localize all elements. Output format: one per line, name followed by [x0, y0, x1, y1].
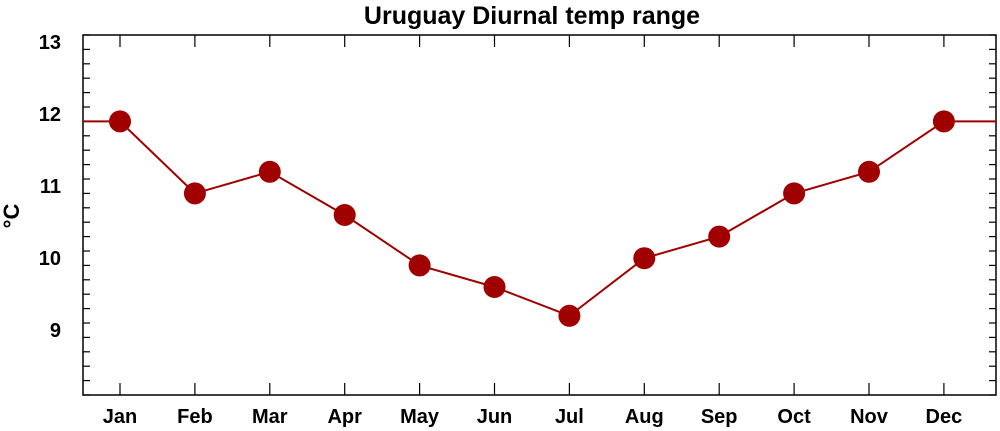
y-tick-label: 11 [40, 176, 61, 198]
data-point-may [408, 254, 431, 277]
data-point-dec [932, 110, 955, 133]
data-point-oct [783, 182, 806, 205]
x-tick-label: Jul [555, 406, 584, 428]
data-point-aug [633, 247, 656, 270]
data-point-jun [483, 276, 506, 298]
x-tick-label: Jan [103, 406, 137, 428]
y-tick-label: 10 [39, 248, 61, 270]
data-points [109, 110, 955, 327]
y-axis-ticks: 9 10 11 12 13 [39, 32, 996, 396]
x-tick-label: Mar [252, 406, 288, 428]
data-point-sep [708, 225, 731, 248]
y-tick-label: 9 [50, 320, 61, 342]
x-tick-label: Nov [850, 406, 889, 428]
x-tick-label: Apr [327, 406, 362, 428]
data-point-jan [109, 110, 131, 133]
x-tick-label: Dec [926, 406, 963, 428]
x-tick-label: Feb [177, 406, 213, 428]
x-tick-label: Sep [701, 406, 738, 428]
series-line-group [83, 120, 996, 317]
plot-frame [82, 34, 997, 396]
data-point-nov [858, 160, 880, 183]
data-point-mar [258, 160, 281, 183]
x-tick-label: Aug [625, 406, 664, 428]
x-tick-label: Oct [777, 406, 811, 428]
x-tick-label: May [400, 406, 440, 428]
x-tick-label: Jun [477, 406, 513, 428]
data-point-feb [183, 182, 206, 205]
y-tick-label: 12 [39, 104, 61, 126]
chart-title: Uruguay Diurnal temp range [364, 2, 700, 30]
data-point-apr [333, 204, 356, 226]
x-axis-ticks: Jan Feb Mar Apr May Jun Jul Aug Sep Oct Nov Dec [103, 35, 962, 428]
series-line [83, 120, 996, 317]
y-axis-label: °C [0, 204, 24, 229]
data-point-jul [558, 304, 581, 327]
y-tick-label: 13 [39, 32, 61, 54]
